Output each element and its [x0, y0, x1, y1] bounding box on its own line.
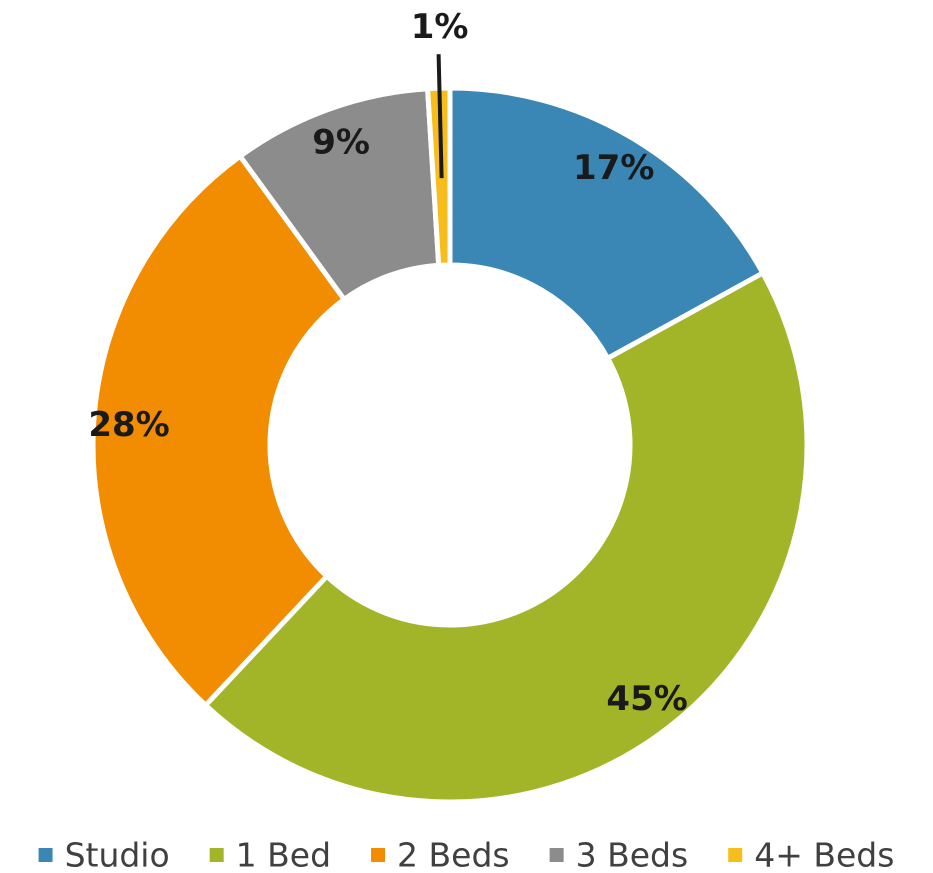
slice-labels: 17% 45% 28% 9% 1%: [88, 7, 687, 719]
slice-1-bed: [202, 269, 810, 805]
slice-studio: [447, 85, 767, 362]
legend-item-4plus-beds: 4+ Beds: [728, 836, 894, 873]
legend-item-1-bed: 1 Bed: [209, 836, 331, 873]
legend-label-1-bed: 1 Bed: [236, 836, 331, 873]
legend-item-3-beds: 3 Beds: [549, 836, 689, 873]
legend-swatch-4plus-beds: [728, 848, 743, 862]
legend-item-2-beds: 2 Beds: [371, 836, 510, 873]
slice-4plus-beds: [424, 85, 453, 269]
slice-2-beds: [90, 152, 348, 709]
legend-swatch-3-beds: [549, 848, 564, 862]
legend-label-4plus-beds: 4+ Beds: [754, 836, 894, 873]
legend-label-2-beds: 2 Beds: [397, 836, 510, 873]
data-label-2-beds: 28%: [88, 405, 169, 445]
legend-label-studio: Studio: [65, 836, 170, 873]
leader-line-4plus-beds: [436, 54, 444, 179]
legend-item-studio: Studio: [38, 836, 170, 873]
legend-label-3-beds: 3 Beds: [576, 836, 689, 873]
legend-swatch-studio: [38, 848, 53, 862]
legend-swatch-1-bed: [209, 848, 224, 862]
data-label-1-bed: 45%: [606, 679, 687, 719]
data-label-4plus-beds: 1%: [411, 7, 469, 47]
data-label-3-beds: 9%: [312, 122, 370, 162]
legend-swatch-2-beds: [371, 848, 386, 862]
donut-slices: [90, 85, 810, 805]
chart-legend: Studio 1 Bed 2 Beds 3 Beds 4+ Beds: [38, 836, 894, 873]
data-label-studio: 17%: [573, 148, 654, 188]
